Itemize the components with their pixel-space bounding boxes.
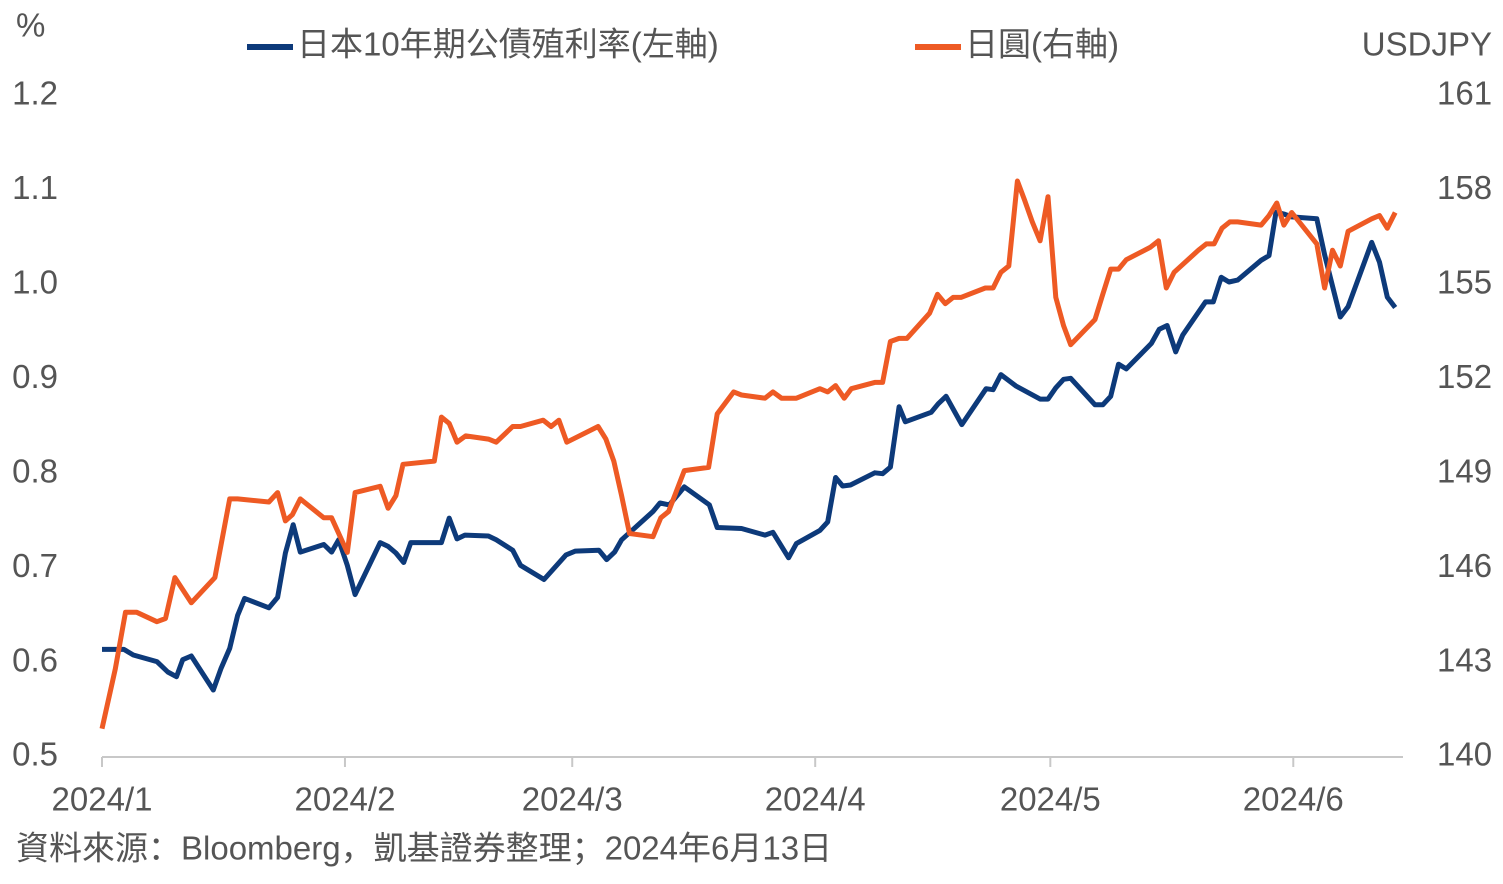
y2-tick-label: 146 bbox=[1437, 547, 1492, 584]
series-line bbox=[99, 178, 1398, 730]
y-tick-label: 1.2 bbox=[12, 75, 58, 112]
x-tick-label: 2024/1 bbox=[52, 781, 153, 818]
x-tick-label: 2024/2 bbox=[294, 781, 395, 818]
x-tick-label: 2024/3 bbox=[522, 781, 623, 818]
legend-label: 日圓(右軸) bbox=[965, 26, 1119, 63]
x-tick-label: 2024/5 bbox=[1000, 781, 1101, 818]
y2-tick-label: 155 bbox=[1437, 264, 1492, 301]
y-tick-label: 0.7 bbox=[12, 547, 58, 584]
y2-tick-label: 161 bbox=[1437, 75, 1492, 112]
y-tick-label: 0.6 bbox=[12, 641, 58, 678]
y-tick-label: 1.0 bbox=[12, 264, 58, 301]
y-tick-label: 0.5 bbox=[12, 736, 58, 773]
y2-tick-label: 158 bbox=[1437, 169, 1492, 206]
y2-tick-label: 143 bbox=[1437, 641, 1492, 678]
x-tick-label: 2024/4 bbox=[765, 781, 866, 818]
y2-tick-label: 149 bbox=[1437, 452, 1492, 489]
y-tick-label: 1.1 bbox=[12, 169, 58, 206]
y2-tick-label: 140 bbox=[1437, 736, 1492, 773]
legend-label: 日本10年期公債殖利率(左軸) bbox=[297, 26, 719, 63]
y-tick-label: 0.9 bbox=[12, 358, 58, 395]
x-tick-label: 2024/6 bbox=[1243, 781, 1344, 818]
source-note: 資料來源：Bloomberg，凱基證券整理；2024年6月13日 bbox=[16, 830, 832, 867]
y2-axis-label: USDJPY bbox=[1362, 26, 1492, 63]
y-axis-label: % bbox=[16, 7, 45, 44]
series-line bbox=[102, 209, 1398, 693]
y2-tick-label: 152 bbox=[1437, 358, 1492, 395]
y-tick-label: 0.8 bbox=[12, 452, 58, 489]
